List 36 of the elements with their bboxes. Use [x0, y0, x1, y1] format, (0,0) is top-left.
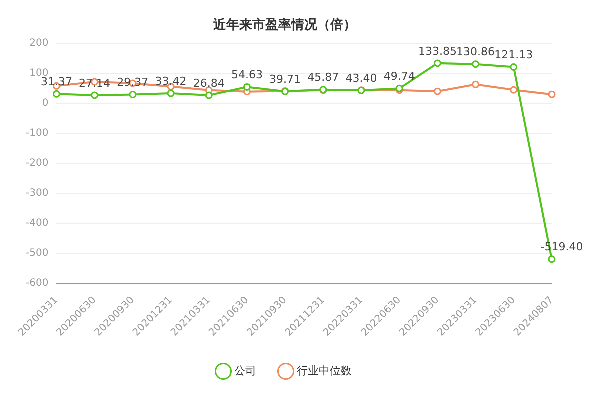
- point: [434, 60, 442, 68]
- data-label: 49.74: [384, 70, 416, 84]
- y-tick-label: -400: [26, 218, 49, 230]
- point: [243, 83, 251, 91]
- data-label: 133.85: [418, 44, 457, 58]
- y-tick-label: -600: [26, 278, 49, 290]
- data-label: 31.37: [40, 76, 72, 89]
- data-label: 54.63: [231, 68, 263, 82]
- y-tick-label: -500: [26, 248, 49, 260]
- y-tick-label: -100: [26, 128, 49, 140]
- point: [472, 60, 480, 68]
- point: [510, 86, 518, 94]
- point: [510, 64, 518, 72]
- legend-label: 公司: [234, 364, 256, 378]
- data-label: 33.42: [155, 74, 187, 88]
- data-label: 43.40: [346, 72, 378, 85]
- point: [548, 256, 556, 264]
- y-tick-label: -200: [26, 158, 49, 170]
- data-label: 26.84: [193, 76, 225, 90]
- data-label: 130.86: [456, 46, 496, 59]
- point: [129, 91, 137, 99]
- point: [52, 90, 60, 98]
- point: [167, 90, 175, 98]
- data-label: 39.71: [270, 73, 302, 86]
- point: [472, 80, 480, 88]
- chart-title: 近年来市盈率情况（倍）: [212, 17, 356, 34]
- data-label: 45.87: [308, 71, 340, 84]
- y-tick-label: -300: [26, 188, 49, 200]
- point: [205, 92, 213, 100]
- y-tick-label: 0: [42, 98, 49, 110]
- point: [434, 88, 442, 96]
- data-label: 121.13: [494, 48, 534, 62]
- point: [548, 90, 556, 98]
- y-tick-label: 200: [30, 38, 49, 50]
- point: [91, 92, 99, 100]
- legend-label: 行业中位数: [297, 364, 352, 378]
